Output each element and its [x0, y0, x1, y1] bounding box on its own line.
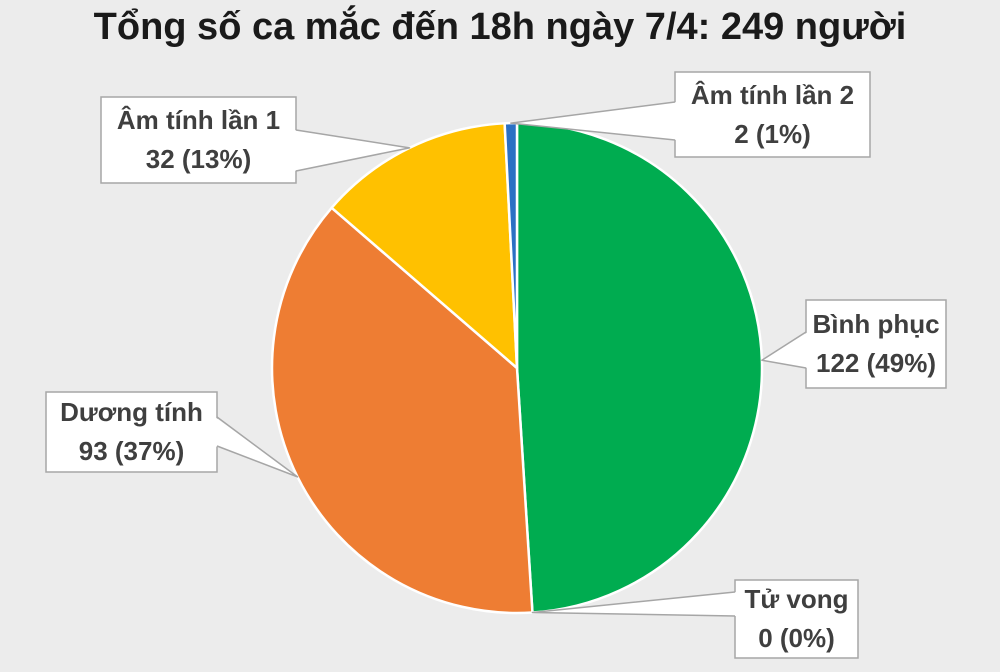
- callout-box-am-tinh-lan-1: [100, 96, 297, 184]
- callout-wedge-tu-vong: [532, 592, 737, 616]
- callout-box-tu-vong: [734, 579, 859, 659]
- callout-wedge-am-tinh-lan-2: [510, 102, 677, 140]
- callout-wedge-binh-phuc: [761, 332, 808, 368]
- callout-box-am-tinh-lan-2: [674, 71, 871, 158]
- callout-box-binh-phuc: [805, 299, 947, 389]
- callout-box-duong-tinh: [45, 391, 218, 473]
- chart-title: Tổng số ca mắc đến 18h ngày 7/4: 249 ngư…: [93, 6, 907, 48]
- callout-wedge-am-tinh-lan-1: [294, 130, 410, 171]
- pie-slice-binh-phuc: [515, 121, 764, 614]
